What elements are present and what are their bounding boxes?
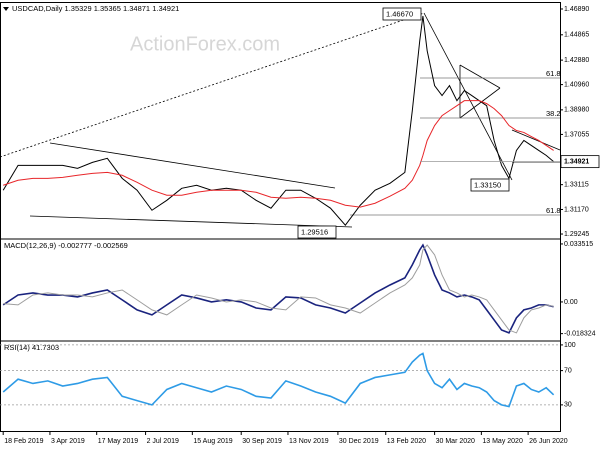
series-line	[3, 100, 554, 208]
open: 1.35329	[65, 4, 92, 13]
x-tick-label: 13 Feb 2020	[387, 438, 426, 445]
trend-line	[459, 87, 501, 119]
annotation-box	[470, 178, 510, 192]
annotation: 1.46670	[386, 9, 413, 18]
x-tick-label: 13 Nov 2019	[289, 438, 329, 445]
header-icon	[3, 7, 9, 11]
frame	[0, 2, 561, 432]
trend-line	[459, 64, 501, 89]
low: 1.34871	[123, 4, 150, 13]
macd-value: -0.002777	[58, 241, 92, 250]
indicator: RSI(14)	[4, 343, 30, 352]
y-tick-label: 1.29245	[564, 231, 589, 238]
close: 1.34921	[152, 4, 179, 13]
annotation: 1.29516	[301, 227, 328, 236]
annotation-box	[382, 7, 422, 21]
trend-line	[511, 129, 561, 151]
price-label: 1.34921	[564, 158, 589, 165]
y-tick-label: 1.46890	[564, 6, 589, 13]
chart-title: USDCAD,Daily 1.35329 1.35365 1.34871 1.3…	[12, 4, 179, 13]
high: 1.35365	[94, 4, 121, 13]
fib-label: 38.2	[546, 109, 561, 118]
x-tick-label: 17 May 2019	[98, 438, 139, 445]
y-tick-label: 0.00	[564, 299, 578, 306]
signal-value: -0.002569	[94, 241, 128, 250]
x-tick-label: 30 Sep 2019	[242, 438, 282, 445]
x-tick-label: 30 Dec 2019	[339, 438, 379, 445]
y-tick-label: 30	[564, 402, 572, 409]
indicator: MACD(12,26,9)	[4, 241, 57, 250]
annotation: 1.33150	[474, 180, 501, 189]
y-tick-label: 1.38980	[564, 107, 589, 114]
y-tick-label: 1.31170	[564, 206, 589, 213]
y-tick-label: 1.40960	[564, 81, 589, 88]
y-tick-label: 1.44865	[564, 32, 589, 39]
panel-title: MACD(12,26,9) -0.002777 -0.002569	[4, 241, 128, 250]
y-tick-label: 1.37055	[564, 131, 589, 138]
series-line	[2, 243, 554, 334]
x-tick-label: 26 Jun 2020	[529, 438, 568, 445]
y-tick-label: -0.018324	[564, 330, 596, 337]
series-line	[3, 244, 554, 334]
x-tick-label: 13 May 2020	[482, 438, 523, 445]
fib-label: 61.8	[546, 206, 561, 215]
symbol: USDCAD,Daily	[12, 4, 63, 13]
y-tick-label: 1.33115	[564, 182, 589, 189]
y-tick-label: 0.033515	[564, 241, 593, 248]
rsi-value: 41.7303	[32, 343, 59, 352]
panel-title: RSI(14) 41.7303	[4, 343, 59, 352]
x-tick-label: 18 Feb 2019	[4, 438, 43, 445]
x-tick-label: 30 Mar 2020	[436, 438, 475, 445]
x-tick-label: 15 Aug 2019	[193, 438, 232, 445]
x-tick-label: 2 Jul 2019	[147, 438, 179, 445]
fib-label: 61.8	[546, 69, 561, 78]
x-tick-label: 3 Apr 2019	[51, 438, 85, 445]
y-tick-label: 70	[564, 367, 572, 374]
series-line	[2, 352, 555, 408]
annotation-box	[297, 225, 337, 239]
price-box	[560, 155, 600, 169]
trend-line	[29, 215, 353, 228]
trend-line	[0, 12, 425, 158]
series-line	[2, 15, 554, 226]
y-tick-label: 1.42880	[564, 57, 589, 64]
trend-line	[49, 142, 336, 189]
y-tick-label: 100	[564, 342, 576, 349]
watermark: ActionForex.com	[130, 33, 280, 55]
